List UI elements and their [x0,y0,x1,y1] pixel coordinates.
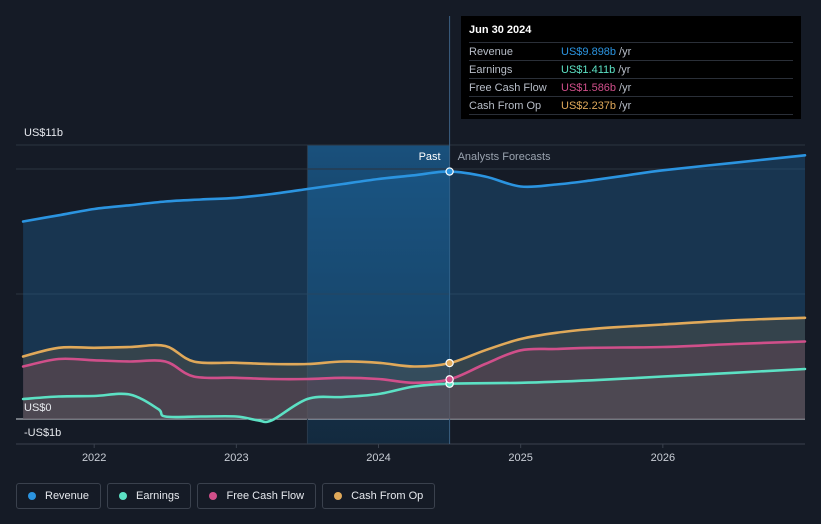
y-axis-label: US$11b [24,127,63,139]
legend-dot-icon [334,492,343,500]
legend-item-free-cash-flow[interactable]: Free Cash Flow [197,483,317,509]
series-line-cash-from-op [21,316,807,368]
x-tick-label: 2024 [366,452,390,464]
tooltip-row-free-cash-flow: Free Cash Flow US$1.586b /yr [469,78,793,96]
tooltip-label: Free Cash Flow [469,81,547,94]
y-axis-label: -US$1b [24,427,61,439]
data-point-marker [445,375,454,384]
x-tick-label: 2023 [224,452,248,464]
forecast-label: Analysts Forecasts [458,151,551,163]
x-tick-label: 2025 [508,452,532,464]
series-line-revenue [21,154,807,223]
tooltip-unit: /yr [619,99,632,112]
data-tooltip: Jun 30 2024 Revenue US$9.898b /yr Earnin… [461,16,801,119]
past-label: Past [419,151,441,163]
series-line-free-cash-flow [21,340,807,385]
tooltip-label: Revenue [469,45,514,58]
series-area-revenue [23,155,806,420]
tooltip-row-earnings: Earnings US$1.411b /yr [469,60,793,78]
legend-label: Cash From Op [351,490,424,502]
tooltip-unit: /yr [619,45,632,58]
tooltip-value: US$9.898b [561,45,617,58]
legend-item-revenue[interactable]: Revenue [16,483,102,509]
y-axis-label: US$0 [24,402,52,414]
legend-label: Free Cash Flow [226,490,305,502]
tooltip-value: US$1.586b [561,81,617,94]
tooltip-row-cash-from-op: Cash From Op US$2.237b /yr [469,96,793,115]
legend-dot-icon [119,492,128,500]
tooltip-label: Cash From Op [469,99,542,112]
tooltip-label: Earnings [469,63,513,76]
tooltip-unit: /yr [619,81,632,94]
tooltip-value: US$1.411b [561,63,616,76]
legend-item-earnings[interactable]: Earnings [107,483,192,509]
tooltip-row-revenue: Revenue US$9.898b /yr [469,42,793,60]
series-area-free-cash-flow [23,341,806,419]
x-tick-label: 2022 [82,452,106,464]
legend-dot-icon [28,492,36,500]
legend-label: Earnings [136,490,180,502]
data-point-marker [445,358,454,368]
legend-label: Revenue [45,490,90,502]
chart-legend: Revenue Earnings Free Cash Flow Cash Fro… [16,483,436,509]
series-area-earnings [23,369,806,422]
tooltip-unit: /yr [618,63,631,76]
tooltip-date: Jun 30 2024 [469,24,532,36]
legend-dot-icon [209,492,218,500]
x-tick-label: 2026 [651,452,675,464]
series-area-cash-from-op [23,317,806,419]
series-line-earnings [21,367,807,424]
legend-item-cash-from-op[interactable]: Cash From Op [322,483,436,509]
tooltip-value: US$2.237b [561,99,617,112]
data-point-marker [445,167,454,176]
